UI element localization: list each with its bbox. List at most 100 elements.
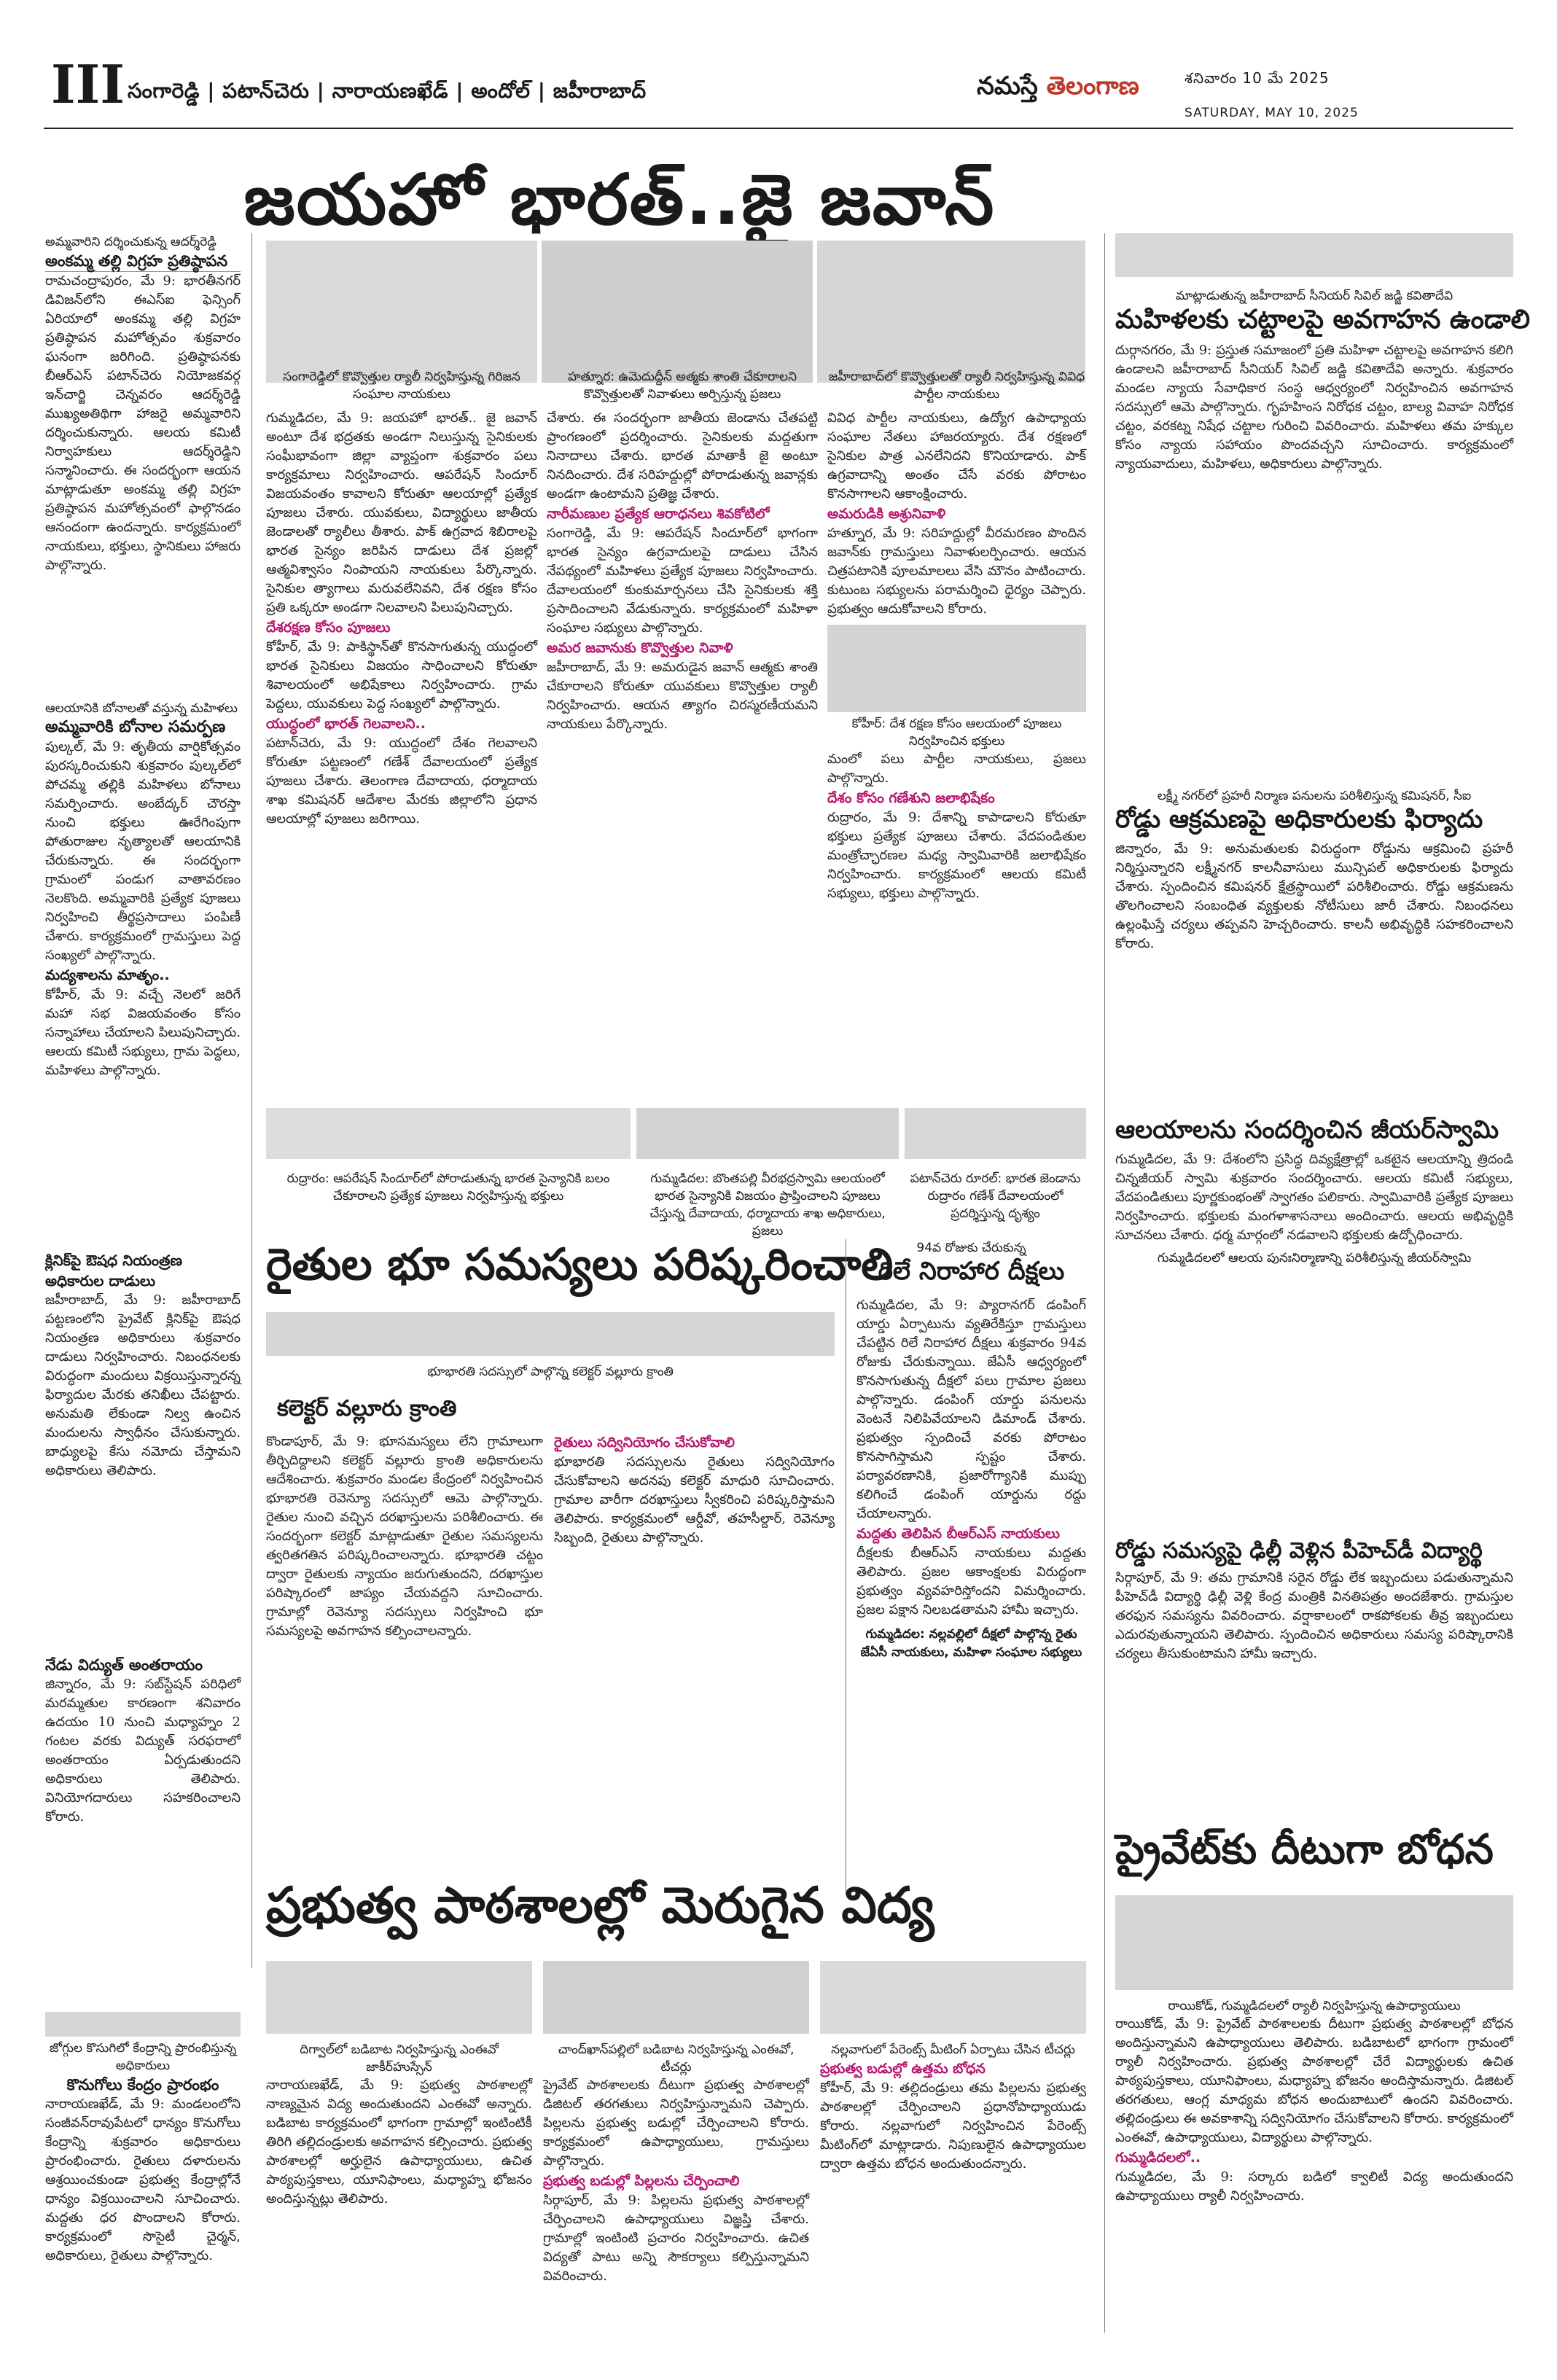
story-kicker: అమ్మవారిని దర్శించుకున్న ఆదర్శ్‌రెడ్డి: [45, 235, 216, 249]
schools-kicker-3: నల్లవాగులో పేరెంట్స్ మీటింగ్ ఏర్పాటు చేస…: [831, 2042, 1075, 2057]
kosgi-story: జోగ్గుల కొసుగిలో కేంద్రాన్ని ప్రారంభిస్త…: [45, 2040, 241, 2266]
photo-placeholder-1: [266, 241, 537, 383]
left-story-ankamma: అమ్మవారిని దర్శించుకున్న ఆదర్శ్‌రెడ్డి అ…: [45, 233, 241, 575]
schools-kicker-2: చాంద్‌ఖాన్‌పల్లిలో బడిబాట నిర్వహిస్తున్న…: [558, 2042, 795, 2075]
column-body: వివిధ పార్టీల నాయకులు, ఉద్యోగ ఉపాధ్యాయ స…: [827, 410, 1086, 502]
farmers-photo: [266, 1312, 835, 1356]
kosgi-photo: [45, 2012, 241, 2037]
strike-body-2: దీక్షలకు బీఆర్‌ఎస్ నాయకులు మద్దతు తెలిపా…: [856, 1545, 1086, 1618]
newspaper-brand: నమస్తే తెలంగాణ: [977, 71, 1139, 106]
left-story-power: నేడు విద్యుత్ అంతరాయం జిన్నారం, మే 9: సబ…: [45, 1655, 241, 1827]
column-body-2: సంగారెడ్డి, మే 9: ఆపరేషన్ సిందూర్‌లో భాగ…: [547, 526, 818, 636]
photo-caption-3: పటాన్‌చెరు రూరల్: భారత జెండాను రుద్రారం …: [910, 1171, 1081, 1221]
story-body-2: కోహీర్, మే 9: వచ్చే నెలలో జరిగే మహా సభ వ…: [45, 987, 241, 1078]
schools-body-2: ప్రైవేట్ పాఠశాలలకు దీటుగా ప్రభుత్వ పాఠశా…: [543, 2077, 809, 2169]
kosgi-headline: కొనుగోలు కేంద్రం ప్రారంభం: [66, 2076, 219, 2094]
photo-kicker: హత్నూర: ఉమెదుద్దీన్ అత్మకు శాంతి చేకూరాల…: [567, 370, 797, 402]
left-story-clinic: క్లినిక్‌పై ఔషధ నియంత్రణ అధికారుల దాడులు…: [45, 1250, 241, 1480]
date-english: SATURDAY, MAY 10, 2025: [1185, 106, 1359, 120]
cross-head: ప్రభుత్వ బడుల్లో పిల్లలను చేర్పించాలి: [543, 2173, 740, 2189]
farmers-subhead: కలెక్టర్ వల్లూరు క్రాంతి: [277, 1396, 457, 1421]
right-story-women-laws: మాట్లాడుతున్న జహీరాబాద్ సీనియర్ సివిల్ జ…: [1115, 233, 1530, 474]
story-kicker: లక్ష్మీ నగర్‌లో ప్రహరీ నిర్మాణ పనులను పర…: [1157, 789, 1472, 803]
farmers-body-2: భూభారతి సదస్సులను రైతులు సద్వినియోగం చేస…: [554, 1454, 835, 1545]
hunger-strike-story: 94వ రోజుకు చేరుకున్న రిలే నిరాహార దీక్షల…: [856, 1239, 1086, 1662]
cross-head: అమరుడికి అశ్రునివాళి: [827, 506, 946, 522]
left-story-bonalu: ఆలయానికి బోనాలతో వస్తున్న మహిళలు అమ్మవార…: [45, 700, 241, 1080]
strike-kicker: 94వ రోజుకు చేరుకున్న: [916, 1241, 1026, 1255]
upper-col-3: జహీరాబాద్‌లో కొవ్వొత్తులతో ర్యాలీ నిర్వహ…: [827, 368, 1086, 903]
cross-head: దేశరక్షణ కోసం పూజలు: [266, 620, 391, 636]
column-body-2: హత్నూర, మే 9: సరిహద్దుల్లో వీరమరణం పొంది…: [827, 526, 1086, 617]
story-headline: అంకమ్మ తల్లి విగ్రహ ప్రతిష్ఠాపన: [45, 251, 241, 272]
cross-head-2: యుద్ధంలో భారత్ గెలవాలని..: [266, 716, 426, 732]
schools-col-1: దిగ్వాల్‌లో బడిబాట నిర్వహిస్తున్న ఎంఈవో …: [266, 2041, 532, 2209]
schools-col-2: చాంద్‌ఖాన్‌పల్లిలో బడిబాట నిర్వహిస్తున్న…: [543, 2041, 809, 2286]
schools-photo-3: [820, 1961, 1086, 2034]
schools-photo-1: [266, 1961, 532, 2034]
column-body: గుమ్మడిదల, మే 9: జయహో భారత్.. జై జవాన్ అ…: [266, 410, 537, 615]
story-headline: రోడ్డు సమస్యపై ఢిల్లీ వెళ్లిన పీహెచ్‌డీ …: [1115, 1538, 1483, 1564]
story-body: జిన్నారం, మే 9: సబ్‌స్టేషన్ పరిధిలో మరమ్…: [45, 1677, 241, 1825]
masthead-rule: [44, 128, 1513, 129]
photo-caption-1: రుద్రారం: ఆపరేషన్ సిందూర్‌లో పోరాడుతున్న…: [286, 1171, 610, 1203]
schools-kicker-1: దిగ్వాల్‌లో బడిబాట నిర్వహిస్తున్న ఎంఈవో …: [300, 2042, 499, 2075]
story-kicker: రాయికోడ్, గుమ్మడిదలలో ర్యాలీ నిర్వహిస్తు…: [1168, 1999, 1461, 2013]
right-story-jeeyar: ఆలయాలను సందర్శించిన జీయర్‌స్వామి గుమ్మడి…: [1115, 1115, 1513, 1267]
schools-photo-2: [543, 1961, 809, 2034]
column-body-3: పటాన్‌చెరు, మే 9: యుద్ధంలో దేశం గెలవాలని…: [266, 736, 537, 827]
story-headline: మహిళలకు చట్టాలపై అవగాహన ఉండాలి: [1115, 305, 1530, 335]
column-body: చేశారు. ఈ సందర్భంగా జాతీయ జెండాను చేతపట్…: [547, 410, 818, 502]
right-column-divider: [1104, 233, 1105, 2333]
district-list: సంగారెడ్డి | పటాన్‌చెరు | నారాయణఖేడ్ | అ…: [128, 79, 647, 103]
story-kicker: మాట్లాడుతున్న జహీరాబాద్ సీనియర్ సివిల్ జ…: [1175, 289, 1453, 303]
right-photo-2: [1115, 1895, 1513, 1990]
cross-head-2: దేశం కోసం గణేశుని జలాభిషేకం: [827, 790, 995, 806]
column-body-2: కోహీర్, మే 9: పాకిస్థాన్‌తో కొనసాగుతున్న…: [266, 639, 537, 711]
cross-head: ప్రభుత్వ బడుల్లో ఉత్తమ బోధన: [820, 2061, 986, 2077]
story-body: రామచంద్రాపురం, మే 9: భారతీనగర్ డివిజన్‌ల…: [45, 273, 241, 573]
left-column-divider: [251, 233, 252, 1968]
story-kicker: ఆలయానికి బోనాలతో వస్తున్న మహిళలు: [45, 701, 238, 716]
story-body: జహీరాబాద్, మే 9: జహీరాబాద్ పట్టణంలోని ప్…: [45, 1292, 241, 1478]
photo-strip-2: [266, 1108, 1086, 1159]
strike-body: గుమ్మడిదల, మే 9: ప్యారానగర్ డంపింగ్ యార్…: [856, 1298, 1086, 1521]
column-body-3: మంలో పలు పార్టీల నాయకులు, ప్రజలు పాల్గొన…: [827, 752, 1086, 786]
cross-head: మద్దతు తెలిపిన బీఆర్‌ఎస్ నాయకులు: [856, 1526, 1060, 1542]
cross-head-2: అమర జవానుకు కొవ్వొత్తుల నివాళి: [547, 640, 733, 656]
story-headline: ఆలయాలను సందర్శించిన జీయర్‌స్వామి: [1115, 1115, 1499, 1144]
schools-photo-strip: [266, 1961, 1086, 2034]
story-body: జిన్నారం, మే 9: అనుమతులకు విరుద్ధంగా రోడ…: [1115, 841, 1513, 951]
photo-kicker: సంగారెడ్డిలో కొవ్వొత్తుల ర్యాలీ నిర్వహిస…: [283, 370, 520, 402]
column-body-3: జహీరాబాద్, మే 9: అమరుడైన జవాన్ ఆత్మకు శా…: [547, 660, 818, 732]
story-headline: రోడ్డు ఆక్రమణపై అధికారులకు ఫిర్యాదు: [1115, 805, 1483, 834]
photo-placeholder-2: [542, 241, 813, 383]
story-body-2: గుమ్మడిదల, మే 9: సర్కారు బడిలో క్వాలిటీ …: [1115, 2169, 1513, 2204]
photo-caption-2: గుమ్మడిదల: బొంతపల్లి వీరభద్రస్వామి ఆలయంల…: [649, 1171, 886, 1238]
kosgi-body: నారాయణఖేడ్, మే 9: మండలంలోని సంజీవన్‌రావు…: [45, 2096, 241, 2263]
kosgi-kicker: జోగ్గుల కొసుగిలో కేంద్రాన్ని ప్రారంభిస్త…: [49, 2041, 237, 2073]
story-body: గుమ్మడిదల, మే 9: దేశంలోని ప్రసిద్ధ దివ్య…: [1115, 1152, 1513, 1243]
brand-main: నమస్తే: [977, 71, 1038, 101]
schools-headline: ప్రభుత్వ పాఠశాలల్లో మెరుగైన విద్య: [266, 1877, 934, 1935]
photo-kicker-2: కోహీర్: దేశ రక్షణ కోసం ఆలయంలో పూజలు నిర్…: [851, 717, 1062, 749]
farmers-headline: రైతుల భూ సమస్యలు పరిష్కరించాలి: [266, 1239, 894, 1290]
cross-head: గుమ్మడిదలలో..: [1115, 2150, 1201, 2166]
strike-caption: గుమ్మడిదల: నల్లవల్లిలో దీక్షలో పాల్గొన్న…: [860, 1627, 1082, 1660]
photo-placeholder-4: [827, 625, 1086, 712]
cross-head: మద్యశాలను మాతృం..: [45, 967, 170, 983]
story-headline: క్లినిక్‌పై ఔషధ నియంత్రణ అధికారుల దాడులు: [45, 1252, 183, 1290]
story-headline: నేడు విద్యుత్ అంతరాయం: [45, 1656, 203, 1674]
cross-head: నారీమణుల ప్రత్యేక ఆరాధనలు శివకోటిలో: [547, 506, 770, 522]
right-story-private-schools: రాయికోడ్, గుమ్మడిదలలో ర్యాలీ నిర్వహిస్తు…: [1115, 1997, 1513, 2206]
farmers-col-2: రైతులు సద్వినియోగం చేసుకోవాలి భూభారతి సద…: [554, 1432, 835, 1548]
date-telugu: శనివారం 10 మే 2025: [1185, 69, 1330, 87]
right-photo-1: [1115, 233, 1513, 277]
story-body: సిర్గాపూర్, మే 9: తమ గ్రామానికి సరైన రోడ…: [1115, 1570, 1513, 1661]
farmers-kicker: భూభారతి సదస్సులో పాల్గొన్న కలెక్టర్ వల్ల…: [427, 1365, 674, 1379]
schools-body-4: కోహీర్, మే 9: తల్లిదండ్రులు తమ పిల్లలను …: [820, 2080, 1086, 2172]
story-body: రాయికోడ్, మే 9: ప్రైవేట్ పాఠశాలలకు దీటుగ…: [1115, 2016, 1513, 2145]
photo-placeholder-3: [817, 241, 1085, 383]
cross-head: రైతులు సద్వినియోగం చేసుకోవాలి: [554, 1435, 735, 1451]
right-story-phd-student: రోడ్డు సమస్యపై ఢిల్లీ వెళ్లిన పీహెచ్‌డీ …: [1115, 1538, 1513, 1663]
